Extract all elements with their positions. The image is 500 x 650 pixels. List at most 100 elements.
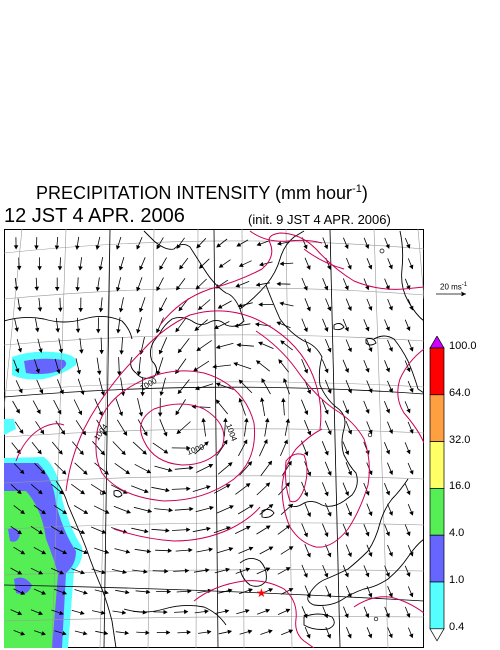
wind-vector-head: [34, 245, 39, 250]
weather-map: 1000 1000 1004 1004 ★: [4, 229, 424, 648]
wind-vector-head: [159, 391, 164, 397]
wind-vector-head: [388, 305, 393, 311]
wind-vector-head: [283, 439, 288, 445]
coast-korea-china-north: [143, 230, 245, 342]
wind-vector-head: [79, 349, 84, 354]
wind-vector-head: [140, 392, 145, 397]
coastlines: [4, 230, 424, 648]
wind-vector-head: [227, 588, 233, 593]
wind-vector-head: [36, 409, 41, 415]
wind-vector-head: [287, 460, 292, 466]
wind-vector-head: [264, 417, 270, 423]
wind-vector-head: [368, 470, 373, 476]
wind-vector-head: [75, 245, 80, 250]
wind-vector-head: [324, 409, 329, 415]
wind-vector-head: [59, 610, 64, 615]
wind-vector-head: [260, 397, 265, 402]
wind-vector-head: [176, 429, 182, 435]
wind-vector-head: [195, 285, 201, 290]
wind-vector-head: [80, 390, 85, 396]
wind-vector-head: [236, 342, 241, 348]
wind-vector-head: [80, 529, 86, 534]
wind-vector-head: [213, 324, 219, 330]
wind-vector-head: [409, 510, 414, 516]
wind-vector-head: [165, 487, 170, 493]
wind-vector-head: [344, 326, 349, 332]
wind-vector-head: [248, 546, 254, 551]
coast-north-china: [4, 316, 133, 340]
wind-vector-head: [116, 329, 121, 334]
wind-vector-head: [157, 412, 163, 417]
wind-vector-head: [163, 449, 169, 454]
isobar-northwest: [15, 423, 65, 462]
init-time: (init. 9 JST 4 APR. 2006): [248, 212, 391, 227]
wind-vector-head: [245, 608, 250, 614]
wind-vector-head: [18, 388, 23, 394]
isobar-east-trough: [255, 330, 370, 548]
wind-vector-head: [365, 326, 370, 332]
wind-vector-head: [206, 485, 211, 490]
wind-vector-head: [285, 418, 290, 423]
wind-vector-head: [193, 367, 198, 372]
wind-vector-head: [365, 613, 370, 619]
wind-vector-head: [158, 349, 164, 355]
isobar-northeast: [249, 230, 345, 270]
wind-vector-head: [19, 429, 24, 435]
wind-vector-head: [54, 287, 60, 292]
wind-vector-head: [101, 569, 107, 575]
wind-vector-head: [100, 391, 105, 396]
wind-vector-head: [37, 307, 43, 312]
wind-vector-head: [324, 327, 329, 332]
wind-vector-head: [306, 265, 311, 270]
wind-vector-head: [118, 307, 124, 313]
wind-vector-head: [288, 629, 294, 634]
wind-vector-head: [307, 430, 312, 436]
wind-vector-head: [95, 245, 100, 250]
wind-vector-head: [365, 572, 370, 578]
title-close-paren: ): [361, 183, 368, 203]
wind-vector-head: [406, 367, 411, 373]
wind-vector-head: [121, 610, 127, 615]
wind-vector-head: [118, 265, 124, 271]
wind-vector-head: [365, 409, 370, 414]
coast-sakhalin: [399, 230, 424, 322]
wind-vector-head: [306, 512, 311, 518]
wind-vector-head: [212, 364, 217, 369]
wind-vector-head: [58, 489, 64, 495]
wind-vector-head: [38, 348, 43, 354]
isobar-low-inner: [140, 403, 225, 466]
wind-vector-head: [327, 430, 332, 436]
wind-vector-head: [204, 441, 209, 446]
wind-vector-head: [77, 410, 83, 416]
wind-vector-head: [279, 261, 284, 266]
wind-vector-head: [186, 445, 191, 451]
isobar-southeast: [193, 580, 315, 648]
wind-vector-head: [276, 321, 282, 326]
wind-vector-head: [183, 609, 189, 615]
wind-vector-head: [138, 411, 144, 417]
wind-vector-head: [238, 262, 244, 267]
wind-vector-head: [146, 469, 152, 474]
wind-vector-head: [303, 492, 309, 497]
wind-vector-head: [82, 470, 88, 475]
wind-vector-head: [247, 461, 253, 466]
wind-vector-head: [168, 467, 173, 473]
wind-vector-head: [385, 531, 390, 537]
wind-scale-label: 20 ms-1: [440, 282, 467, 292]
colorbar-level-label: 16.0: [449, 480, 471, 493]
wind-scale-value: 20 ms: [440, 282, 462, 292]
wind-vector-head: [57, 266, 63, 271]
wind-vector-head: [409, 633, 414, 639]
wind-vector-head: [178, 306, 183, 312]
wind-vector-head: [235, 283, 241, 288]
wind-vector-head: [385, 449, 390, 455]
wind-vector-head: [80, 489, 85, 495]
wind-vector-head: [17, 307, 22, 312]
wind-vector-head: [256, 241, 262, 247]
wind-vector-head: [388, 388, 393, 393]
wind-vector-head: [228, 546, 234, 552]
wind-vector-head: [15, 368, 20, 374]
wind-vector-head: [58, 449, 63, 455]
map-frame: [4, 229, 424, 648]
wind-vector-head: [177, 389, 183, 395]
